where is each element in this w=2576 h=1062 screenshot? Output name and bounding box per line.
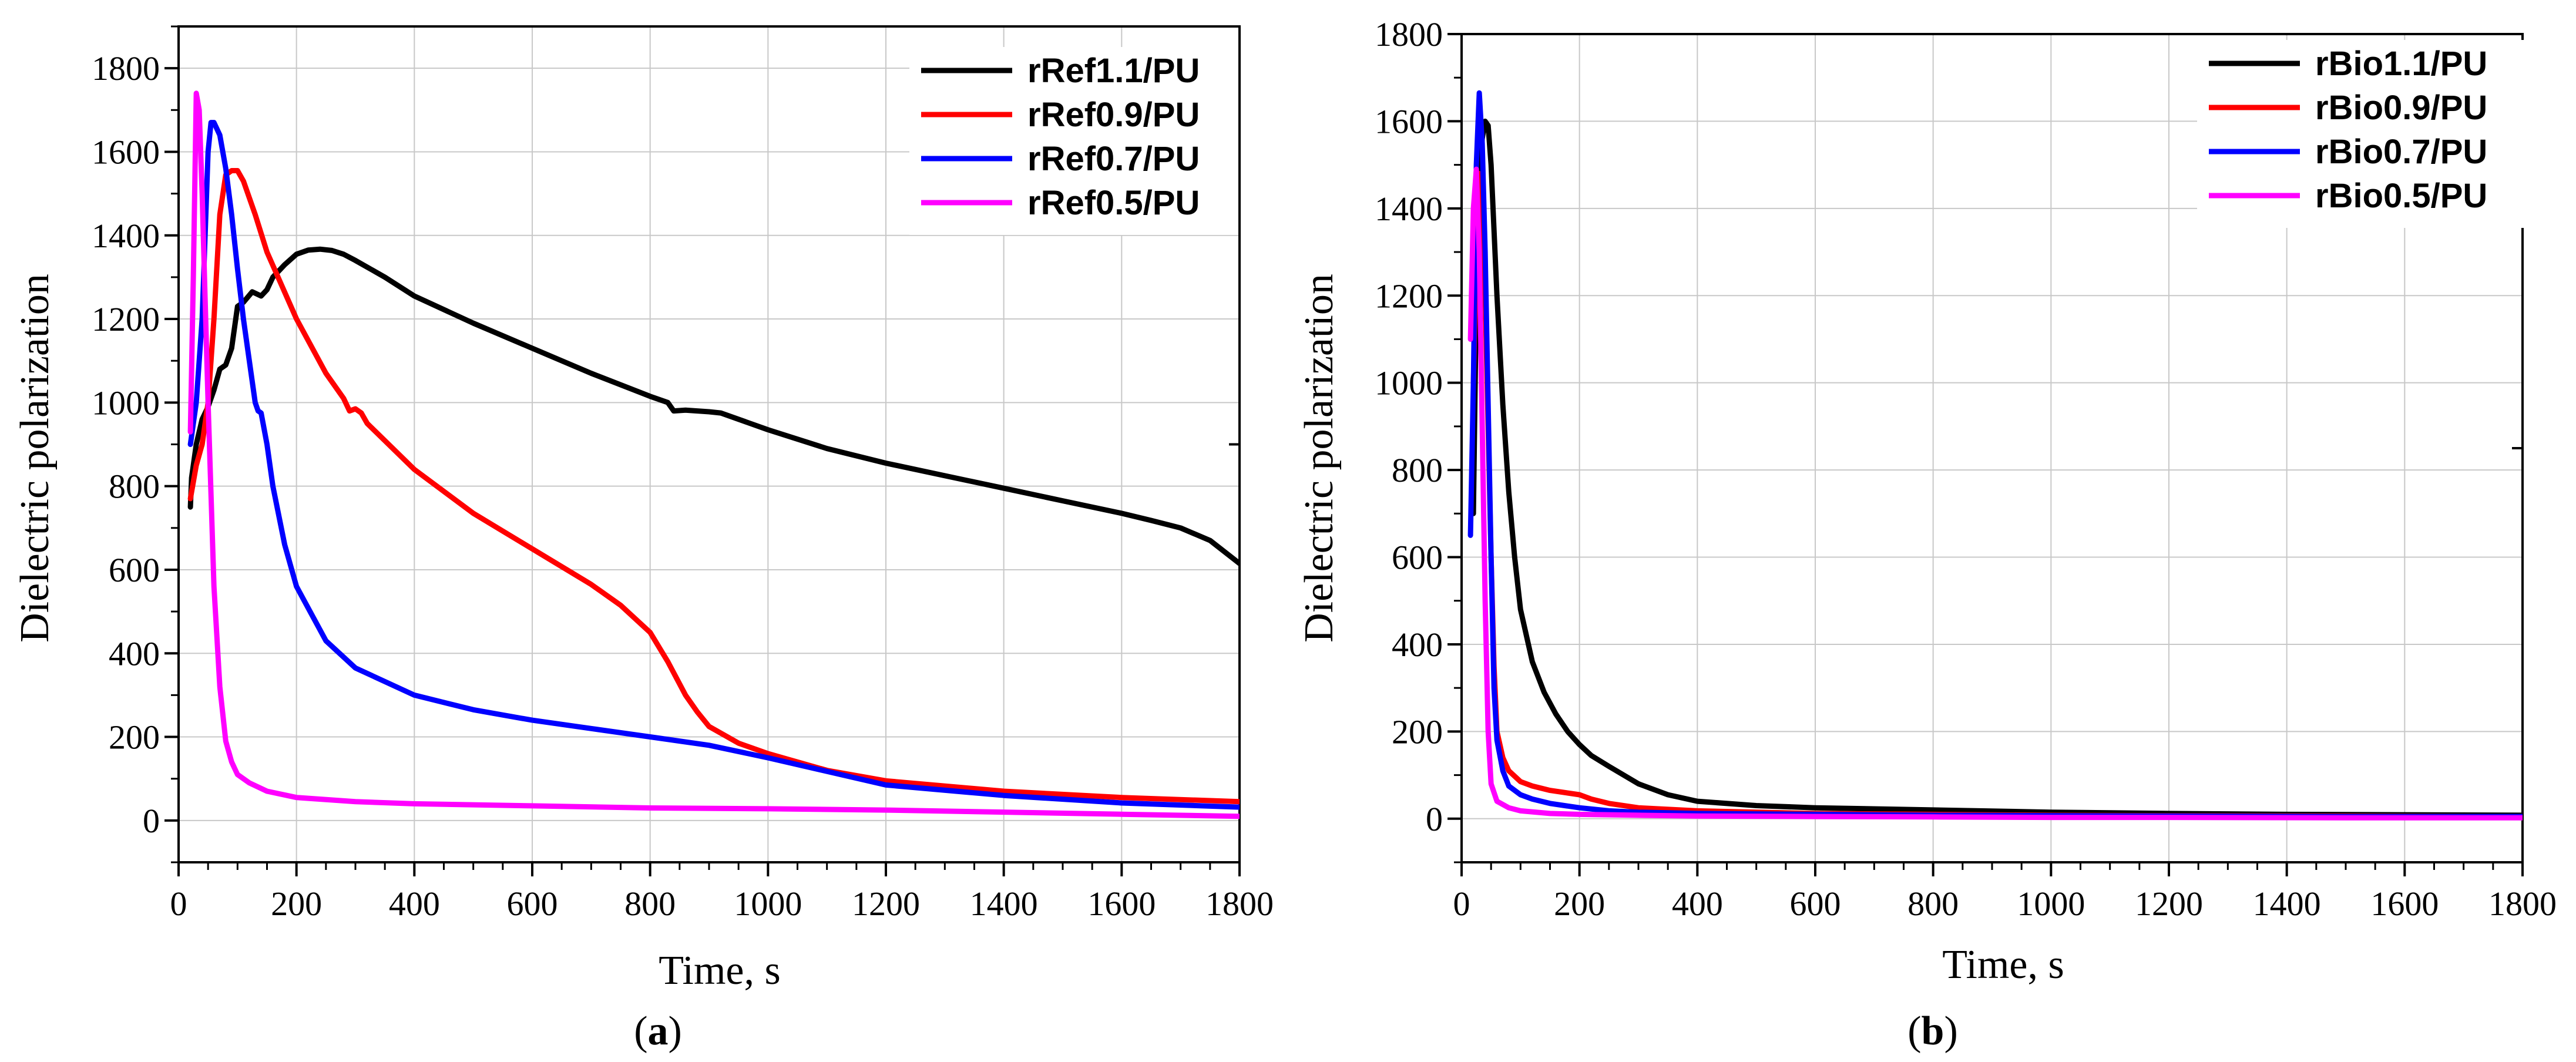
chart-a-series-line-3 <box>187 90 1240 819</box>
chart-a-series-line-2 <box>187 120 1240 810</box>
chart-b-panel-label: (b) <box>1907 1009 1958 1054</box>
chart-a-x-tick-label-7: 1400 <box>970 885 1038 923</box>
chart-a-x-tick-label-9: 1800 <box>1205 885 1274 923</box>
chart-b-y-tick-label-3: 600 <box>1392 539 1443 577</box>
chart-b-x-tick-label-1: 200 <box>1554 885 1605 923</box>
chart-b-legend-label-2: rBio0.7/PU <box>2315 133 2487 171</box>
chart-b-legend: rBio1.1/PU rBio0.9/PU rBio0.7/PU rBio0.5/PU <box>2197 40 2526 228</box>
chart-a-x-tick-label-1: 200 <box>271 885 322 923</box>
chart-a-x-tick-label-5: 1000 <box>734 885 802 923</box>
chart-b-x-tick-label-4: 800 <box>1907 885 1959 923</box>
chart-b-x-tick-label-0: 0 <box>1453 885 1470 923</box>
chart-b-y-tick-label-7: 1400 <box>1375 190 1443 228</box>
chart-a: 0 200 400 600 800 1000 1200 1400 1600 1800 0 200 400… <box>12 25 1274 1054</box>
chart-b-y-tick-label-5: 1000 <box>1375 364 1443 402</box>
chart-b-x-tick-label-6: 1200 <box>2135 885 2203 923</box>
chart-a-x-tick-label-8: 1600 <box>1087 885 1156 923</box>
chart-b-y-tick-label-0: 0 <box>1426 800 1443 838</box>
chart-a-x-tick-label-2: 400 <box>389 885 440 923</box>
chart-a-y-axis-title: Dielectric polarization <box>12 274 58 643</box>
chart-a-x-tick-label-4: 800 <box>624 885 676 923</box>
chart-a-legend-label-0: rRef1.1/PU <box>1027 52 1200 90</box>
chart-b: 0 200 400 600 800 1000 1200 1400 1600 1800 0 200 400… <box>1297 15 2557 1054</box>
chart-b-x-axis-title: Time, s <box>1942 942 2064 987</box>
chart-a-y-tick-label-8: 1600 <box>92 133 160 171</box>
chart-b-x-tick-label-9: 1800 <box>2488 885 2557 923</box>
chart-a-legend: rRef1.1/PU rRef0.9/PU rRef0.7/PU rRef0.5/PU <box>909 47 1238 235</box>
chart-b-y-axis-title: Dielectric polarization <box>1297 274 1342 643</box>
chart-a-x-tick-label-6: 1200 <box>852 885 920 923</box>
chart-a-panel-label: (a) <box>634 1009 682 1054</box>
chart-b-y-tick-label-4: 800 <box>1392 451 1443 489</box>
chart-b-y-tick-label-9: 1800 <box>1375 15 1443 53</box>
chart-b-x-tick-label-3: 600 <box>1790 885 1841 923</box>
chart-b-y-tick-label-6: 1200 <box>1375 277 1443 315</box>
chart-a-series <box>187 90 1240 819</box>
chart-a-y-tick-label-2: 400 <box>109 634 160 673</box>
chart-b-series <box>1467 90 2523 821</box>
chart-a-y-tick-label-9: 1800 <box>92 49 160 88</box>
chart-b-x-tick-label-8: 1600 <box>2370 885 2439 923</box>
chart-a-series-line-0 <box>187 246 1240 566</box>
chart-b-y-tick-label-2: 400 <box>1392 626 1443 664</box>
chart-b-series-line-3 <box>1467 166 2523 821</box>
chart-a-y-tick-label-4: 800 <box>109 468 160 506</box>
chart-a-panel-letter: a <box>648 1009 669 1054</box>
chart-a-x-axis-title: Time, s <box>659 948 781 993</box>
chart-a-legend-label-1: rRef0.9/PU <box>1027 96 1200 134</box>
chart-a-legend-label-2: rRef0.7/PU <box>1027 140 1200 178</box>
chart-a-y-tick-label-1: 200 <box>109 718 160 757</box>
chart-b-legend-label-3: rBio0.5/PU <box>2315 177 2487 215</box>
chart-a-legend-label-3: rRef0.5/PU <box>1027 184 1200 222</box>
chart-a-x-tick-label-3: 600 <box>507 885 558 923</box>
chart-b-legend-label-0: rBio1.1/PU <box>2315 45 2487 83</box>
chart-b-x-tick-label-7: 1400 <box>2253 885 2321 923</box>
chart-a-x-tick-label-0: 0 <box>170 885 187 923</box>
chart-a-y-tick-label-6: 1200 <box>92 300 160 338</box>
chart-b-legend-label-1: rBio0.9/PU <box>2315 89 2487 127</box>
chart-b-y-tick-label-8: 1600 <box>1375 102 1443 140</box>
chart-a-y-tick-label-5: 1000 <box>92 384 160 422</box>
chart-b-series-line-0 <box>1470 118 2523 818</box>
chart-b-y-tick-label-1: 200 <box>1392 713 1443 751</box>
chart-a-ticks: 0 200 400 600 800 1000 1200 1400 1600 1800 0 200 400… <box>92 25 1274 923</box>
chart-b-x-tick-label-2: 400 <box>1672 885 1723 923</box>
chart-b-panel-letter: b <box>1922 1009 1944 1054</box>
chart-a-y-tick-label-3: 600 <box>109 551 160 589</box>
chart-b-x-tick-label-5: 1000 <box>2017 885 2085 923</box>
chart-a-y-tick-label-0: 0 <box>143 802 160 840</box>
chart-a-y-tick-label-7: 1400 <box>92 217 160 255</box>
chart-b-ticks: 0 200 400 600 800 1000 1200 1400 1600 1800 0 200 400… <box>1375 15 2557 923</box>
